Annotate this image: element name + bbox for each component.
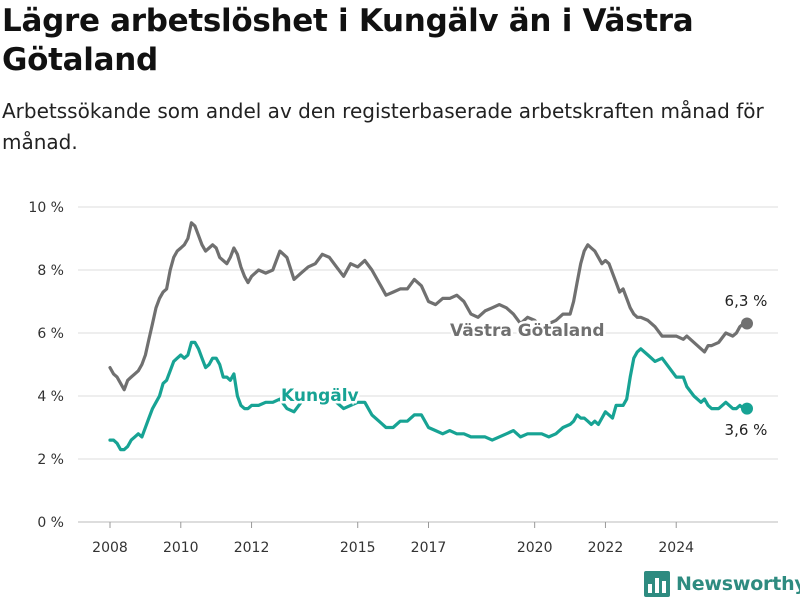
x-tick-label: 2022	[588, 540, 624, 556]
y-tick-label: 2 %	[37, 452, 64, 468]
series-label-vastra-gotaland: Västra Götaland	[450, 321, 605, 341]
x-tick-label: 2020	[517, 540, 553, 556]
series-line-vastra-gotaland	[108, 221, 749, 392]
x-tick-label: 2024	[658, 540, 694, 556]
chart-subtitle: Arbetssökande som andel av den registerb…	[2, 99, 764, 154]
x-tick-label: 2017	[411, 540, 447, 556]
end-point-vastra-gotaland	[741, 317, 753, 330]
series-line-kungalv	[108, 340, 749, 452]
bar-chart-logo-icon	[644, 571, 670, 597]
x-tick-label: 2008	[92, 540, 128, 556]
y-tick-label: 6 %	[37, 326, 64, 342]
x-tick-label: 2015	[340, 540, 376, 556]
y-tick-label: 8 %	[37, 263, 64, 279]
y-tick-label: 0 %	[37, 515, 64, 531]
brand-name: Newsworthy	[676, 573, 800, 595]
y-tick-label: 10 %	[28, 200, 64, 216]
grid-lines	[78, 206, 778, 523]
series-lines	[108, 221, 753, 452]
series-labels: Västra Götaland Kungälv 6,3 % 3,6 %	[279, 290, 770, 441]
end-value-label-kungalv: 3,6 %	[725, 421, 768, 439]
x-tick-label: 2012	[234, 540, 270, 556]
newsworthy-logo: Newsworthy	[644, 568, 800, 600]
end-value-label-vastra-gotaland: 6,3 %	[725, 292, 768, 310]
x-tick-label: 2010	[163, 540, 199, 556]
y-tick-label: 4 %	[37, 389, 64, 405]
chart-title: Lägre arbetslöshet i Kungälv än i Västra…	[2, 3, 694, 78]
axis-ticks: 0 % 2 % 4 % 6 % 8 % 10 % 2008 2010 2012 2015 2017 2…	[28, 200, 694, 556]
end-point-kungalv	[741, 402, 753, 415]
series-label-kungalv: Kungälv	[281, 386, 359, 406]
